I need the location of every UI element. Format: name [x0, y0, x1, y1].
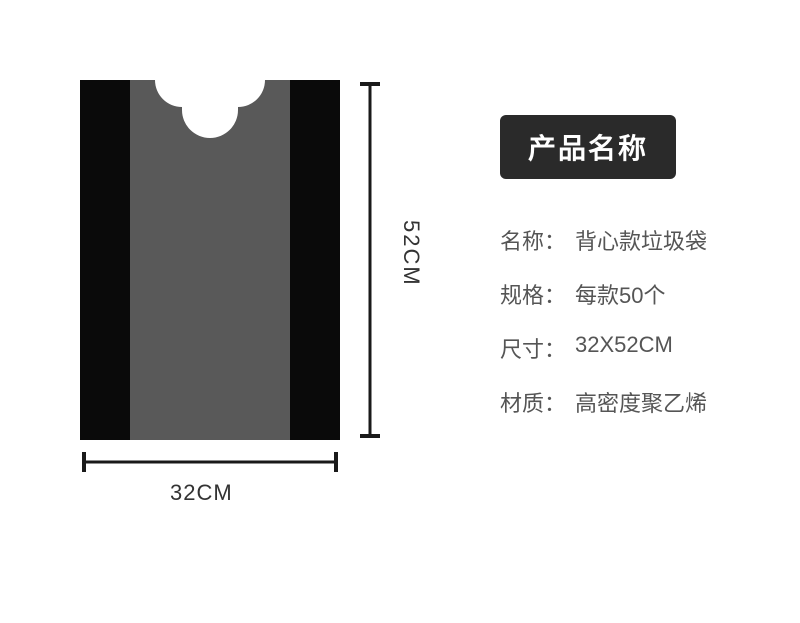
width-dimension-line: [80, 450, 340, 480]
spec-value: 高密度聚乙烯: [575, 386, 707, 418]
spec-label: 材质：: [500, 386, 575, 418]
bag-illustration: [80, 80, 340, 440]
bag-shape: [80, 80, 340, 440]
spec-row: 材质： 高密度聚乙烯: [500, 386, 707, 418]
spec-row: 名称： 背心款垃圾袋: [500, 224, 707, 256]
spec-label: 尺寸：: [500, 332, 575, 364]
width-label: 32CM: [170, 480, 233, 506]
product-info: 产品名称 名称： 背心款垃圾袋 规格： 每款50个 尺寸： 32X52CM 材质…: [500, 115, 707, 440]
spec-row: 尺寸： 32X52CM: [500, 332, 707, 364]
spec-row: 规格： 每款50个: [500, 278, 707, 310]
spec-list: 名称： 背心款垃圾袋 规格： 每款50个 尺寸： 32X52CM 材质： 高密度…: [500, 224, 707, 418]
spec-value: 32X52CM: [575, 332, 707, 364]
height-label: 52CM: [398, 220, 424, 287]
spec-value: 背心款垃圾袋: [575, 224, 707, 256]
spec-label: 规格：: [500, 278, 575, 310]
spec-label: 名称：: [500, 224, 575, 256]
product-title-badge: 产品名称: [500, 115, 676, 179]
height-dimension-line: [360, 80, 390, 440]
spec-value: 每款50个: [575, 278, 707, 310]
product-diagram: 52CM 32CM: [60, 80, 440, 440]
